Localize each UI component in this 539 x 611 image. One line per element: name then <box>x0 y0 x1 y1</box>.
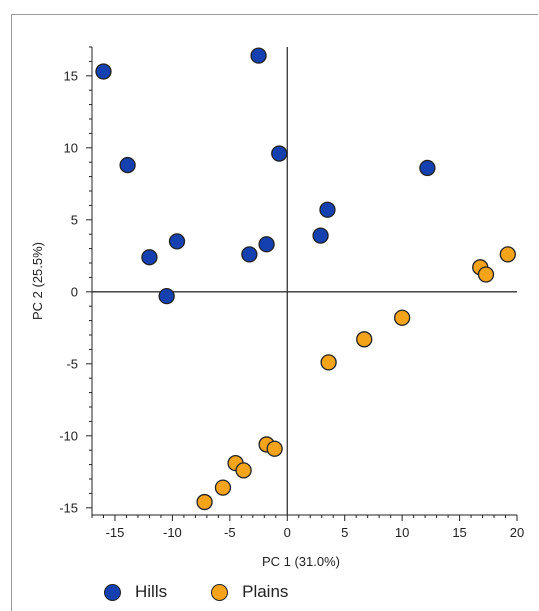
legend-label-hills: Hills <box>135 582 168 601</box>
legend-item-plains[interactable]: Plains <box>211 582 288 602</box>
x-tick-label: 10 <box>395 525 409 540</box>
x-tick-label: -10 <box>163 525 182 540</box>
data-point-plains <box>356 331 373 348</box>
x-tick-label: -5 <box>224 525 236 540</box>
data-point-plains <box>393 309 411 326</box>
x-axis-title: PC 1 (31.0%) <box>262 554 340 569</box>
data-point-hills <box>119 156 136 174</box>
data-point-hills <box>141 249 158 266</box>
y-axis-title: PC 2 (25.5%) <box>30 242 45 320</box>
legend-label-plains: Plains <box>242 582 289 601</box>
legend-item-hills[interactable]: Hills <box>104 582 167 602</box>
y-tick-label: -10 <box>59 428 78 443</box>
data-point-hills <box>312 227 329 244</box>
data-point-hills <box>258 236 275 253</box>
x-tick-label: -15 <box>106 525 125 540</box>
axes: -15 -10 -5 0 5 10 15 20 -15 -10 -5 0 5 10 15 <box>59 46 524 540</box>
x-tick-label: 5 <box>341 525 348 540</box>
x-tick-label: 0 <box>284 525 291 540</box>
data-point-hills <box>250 47 267 64</box>
data-point-plains <box>266 440 283 457</box>
y-tick-label: -5 <box>66 356 78 371</box>
chart-frame <box>11 14 538 611</box>
scatter-plot: -15 -10 -5 0 5 10 15 20 -15 -10 -5 0 5 10 15 PC 1 (31.… <box>30 46 524 569</box>
legend: Hills Plains <box>104 578 332 606</box>
data-points <box>95 47 516 511</box>
legend-swatch-hills <box>104 583 121 601</box>
data-point-hills <box>95 63 112 80</box>
data-point-hills <box>319 201 336 218</box>
legend-swatch-plains <box>211 583 229 601</box>
data-point-plains <box>214 479 232 496</box>
y-tick-label: -15 <box>59 500 78 515</box>
data-point-plains <box>499 246 516 263</box>
data-point-hills <box>241 246 258 263</box>
data-point-plains <box>477 266 495 283</box>
data-point-hills <box>168 233 186 250</box>
data-point-plains <box>235 462 252 479</box>
y-tick-label: 15 <box>64 68 78 83</box>
x-tick-label: 20 <box>510 525 524 540</box>
y-tick-label: 10 <box>64 140 78 155</box>
y-tick-label: 0 <box>71 284 78 299</box>
y-tick-label: 5 <box>71 212 78 227</box>
data-point-hills <box>271 145 288 162</box>
data-point-hills <box>158 287 175 305</box>
data-point-plains <box>196 493 213 511</box>
data-point-hills <box>419 159 436 177</box>
data-point-plains <box>320 354 337 371</box>
x-tick-label: 15 <box>452 525 466 540</box>
